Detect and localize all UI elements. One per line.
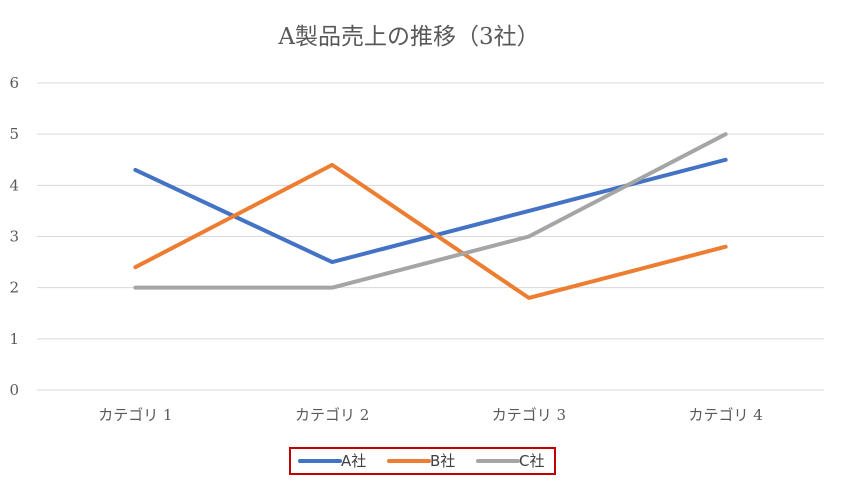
x-tick-label: カテゴリ 1	[98, 406, 172, 424]
data-point	[724, 132, 728, 136]
legend-border	[289, 447, 556, 475]
data-point	[330, 286, 334, 290]
legend-label: A社	[341, 452, 366, 470]
x-tick-label: カテゴリ 4	[688, 406, 762, 424]
series-line	[133, 162, 728, 300]
y-tick-label: 2	[9, 279, 19, 297]
y-tick-label: 4	[9, 176, 19, 194]
data-point	[133, 286, 137, 290]
series-lines	[133, 132, 728, 300]
data-point	[724, 245, 728, 249]
x-axis-ticks: カテゴリ 1 カテゴリ 2 カテゴリ 3 カテゴリ 4	[98, 406, 763, 424]
data-point	[724, 158, 728, 162]
series-line	[133, 157, 728, 265]
data-point	[527, 296, 531, 300]
y-tick-label: 1	[9, 330, 19, 348]
x-tick-label: カテゴリ 3	[492, 406, 566, 424]
chart-title: A製品売上の推移（3社）	[277, 24, 539, 50]
data-point	[527, 209, 531, 213]
legend-label: B社	[430, 452, 455, 470]
legend: A社 B社 C社	[289, 447, 556, 475]
x-tick-label: カテゴリ 2	[295, 406, 369, 424]
legend-label: C社	[519, 452, 544, 470]
data-point	[330, 260, 334, 264]
data-point	[330, 163, 334, 167]
y-tick-label: 0	[9, 381, 19, 399]
data-point	[527, 235, 531, 238]
y-axis-ticks: 0 1 2 3 4 5 6	[9, 74, 19, 399]
y-tick-label: 5	[9, 125, 19, 143]
series-line	[133, 132, 728, 290]
y-tick-label: 6	[9, 74, 19, 92]
data-point	[133, 168, 137, 172]
data-point	[133, 265, 137, 269]
y-tick-label: 3	[9, 228, 19, 246]
